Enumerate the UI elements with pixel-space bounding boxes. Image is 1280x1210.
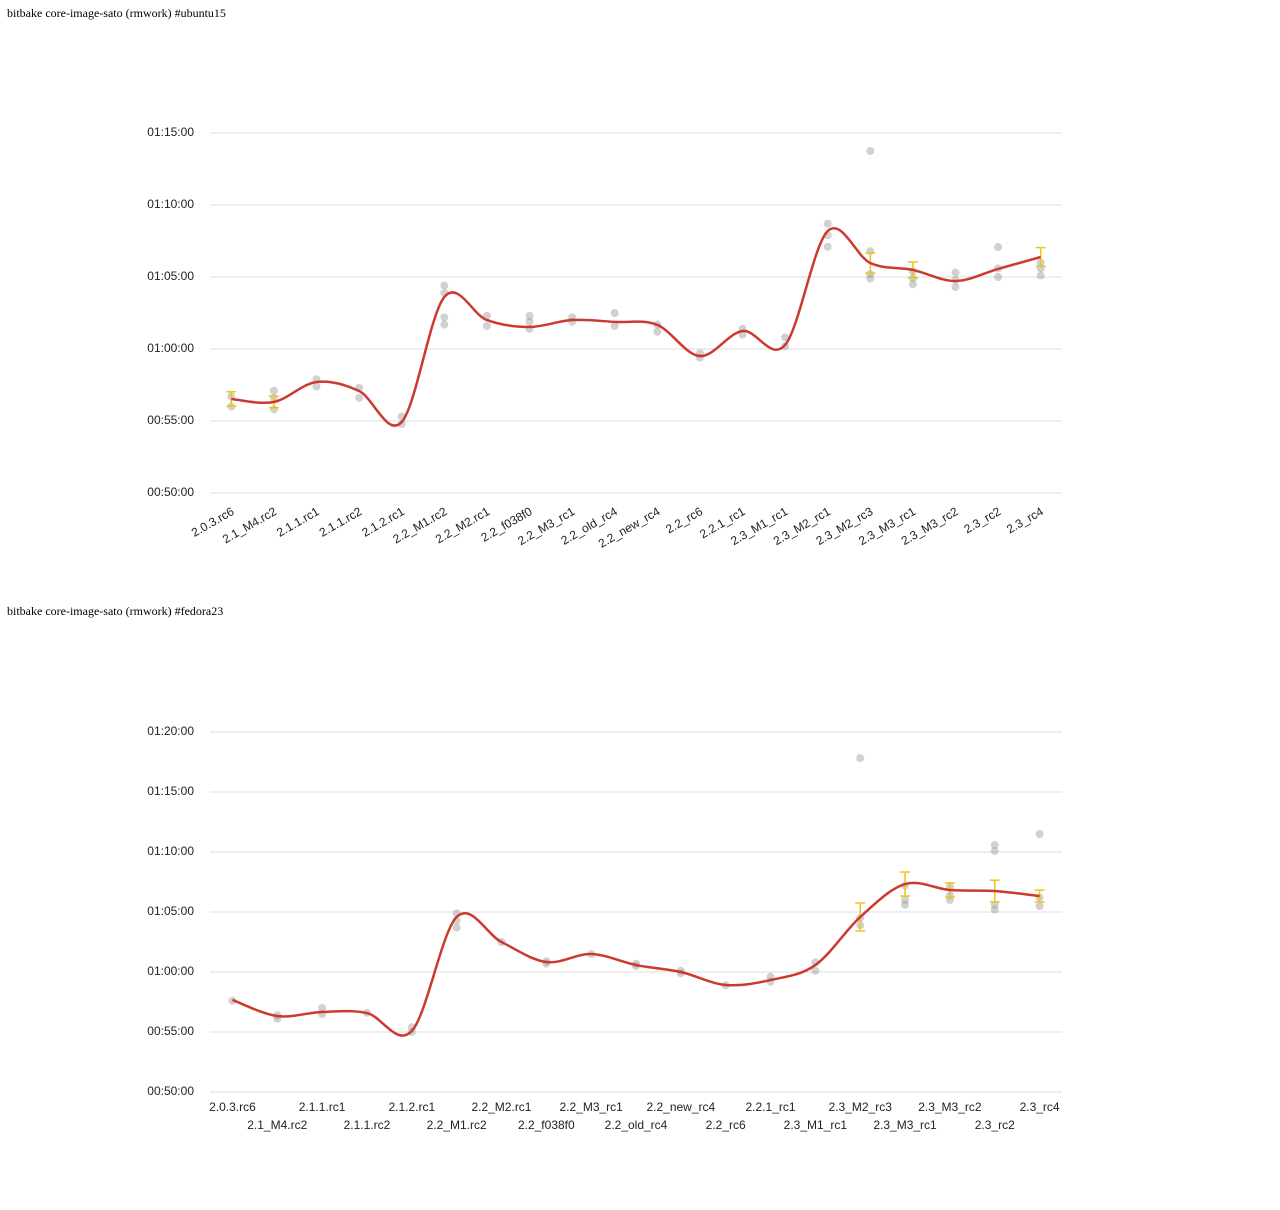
- sample-point: [312, 382, 321, 391]
- sample-point: [866, 270, 875, 279]
- x-tick-label: 2.1.1.rc1: [274, 504, 322, 540]
- sample-point: [397, 419, 406, 428]
- y-tick-label: 01:10:00: [147, 844, 194, 858]
- x-tick-label: 2.3_M1_rc1: [784, 1118, 848, 1132]
- sample-point: [452, 923, 461, 932]
- sample-point: [908, 280, 917, 289]
- x-tick-label: 2.1_M4.rc2: [247, 1118, 307, 1132]
- x-tick-label: 2.1.1.rc2: [317, 504, 365, 540]
- y-tick-label: 00:50:00: [147, 1084, 194, 1098]
- x-tick-label: 2.2_f038f0: [518, 1118, 575, 1132]
- y-tick-label: 01:05:00: [147, 269, 194, 283]
- x-tick-label: 2.3_M3_rc2: [918, 1100, 982, 1114]
- sample-point: [440, 320, 449, 329]
- y-tick-label: 01:15:00: [147, 125, 194, 139]
- x-tick-label: 2.2_old_rc4: [605, 1118, 668, 1132]
- sample-point: [525, 317, 534, 326]
- sample-point: [653, 327, 662, 336]
- chart-title: bitbake core-image-sato (rmwork) #ubuntu…: [7, 6, 226, 20]
- sample-point: [440, 313, 449, 322]
- sample-point: [440, 281, 449, 290]
- x-tick-label: 2.2_M3_rc1: [559, 1100, 623, 1114]
- sample-point: [1036, 271, 1045, 280]
- sample-point: [994, 243, 1003, 252]
- x-tick-label: 2.1.1.rc1: [299, 1100, 346, 1114]
- sample-point: [990, 900, 999, 909]
- sample-point: [1035, 902, 1044, 910]
- chart-title: bitbake core-image-sato (rmwork) #fedora…: [7, 604, 223, 618]
- chart: bitbake core-image-sato (rmwork) #fedora…: [7, 604, 1062, 1132]
- sample-point: [823, 242, 832, 251]
- sample-point: [951, 283, 960, 292]
- y-tick-label: 00:55:00: [147, 1024, 194, 1038]
- sample-point: [866, 147, 875, 155]
- sample-point: [482, 321, 491, 330]
- y-tick-label: 01:10:00: [147, 197, 194, 211]
- sample-point: [901, 896, 910, 904]
- x-tick-label: 2.0.3.rc6: [209, 1100, 256, 1114]
- sample-point: [811, 966, 820, 975]
- sample-point: [610, 309, 619, 317]
- sample-point: [951, 268, 960, 277]
- x-tick-label: 2.2_M2.rc1: [471, 1100, 531, 1114]
- x-tick-label: 2.2_M1.rc2: [427, 1118, 487, 1132]
- y-tick-label: 00:50:00: [147, 485, 194, 499]
- sample-point: [990, 905, 999, 914]
- x-tick-label: 2.1.1.rc2: [344, 1118, 391, 1132]
- y-tick-label: 01:20:00: [147, 724, 194, 738]
- sample-point: [994, 273, 1003, 281]
- y-tick-label: 01:05:00: [147, 904, 194, 918]
- chart: bitbake core-image-sato (rmwork) #ubuntu…: [7, 6, 1062, 551]
- y-tick-label: 01:15:00: [147, 784, 194, 798]
- x-tick-label: 2.3_M3_rc1: [873, 1118, 937, 1132]
- y-tick-label: 01:00:00: [147, 964, 194, 978]
- mean-line: [231, 881, 1040, 1037]
- sample-point: [318, 1004, 327, 1012]
- x-tick-label: 2.2.1_rc1: [746, 1100, 796, 1114]
- x-tick-label: 2.3_rc4: [1020, 1100, 1060, 1114]
- sample-point: [781, 333, 790, 342]
- y-tick-label: 01:00:00: [147, 341, 194, 355]
- sample-point: [610, 321, 619, 330]
- x-tick-label: 2.3_M2_rc3: [829, 1100, 893, 1114]
- sample-point: [355, 393, 364, 402]
- mean-line: [231, 227, 1042, 427]
- x-tick-label: 2.2_rc6: [706, 1118, 746, 1132]
- sample-point: [525, 311, 534, 320]
- sample-point: [990, 847, 999, 856]
- sample-point: [901, 900, 910, 909]
- sample-point: [990, 841, 999, 850]
- sample-point: [866, 274, 875, 283]
- sample-point: [945, 896, 954, 904]
- sample-point: [823, 219, 832, 228]
- x-tick-label: 2.3_rc2: [962, 504, 1004, 536]
- y-tick-label: 00:55:00: [147, 413, 194, 427]
- sample-point: [269, 386, 278, 395]
- x-tick-label: 2.3_rc2: [975, 1118, 1015, 1132]
- sample-point: [1035, 830, 1044, 838]
- x-tick-label: 2.1.2.rc1: [388, 1100, 435, 1114]
- x-tick-label: 2.3_rc4: [1004, 504, 1046, 536]
- x-tick-label: 2.2_new_rc4: [646, 1100, 715, 1114]
- sample-point: [856, 754, 865, 763]
